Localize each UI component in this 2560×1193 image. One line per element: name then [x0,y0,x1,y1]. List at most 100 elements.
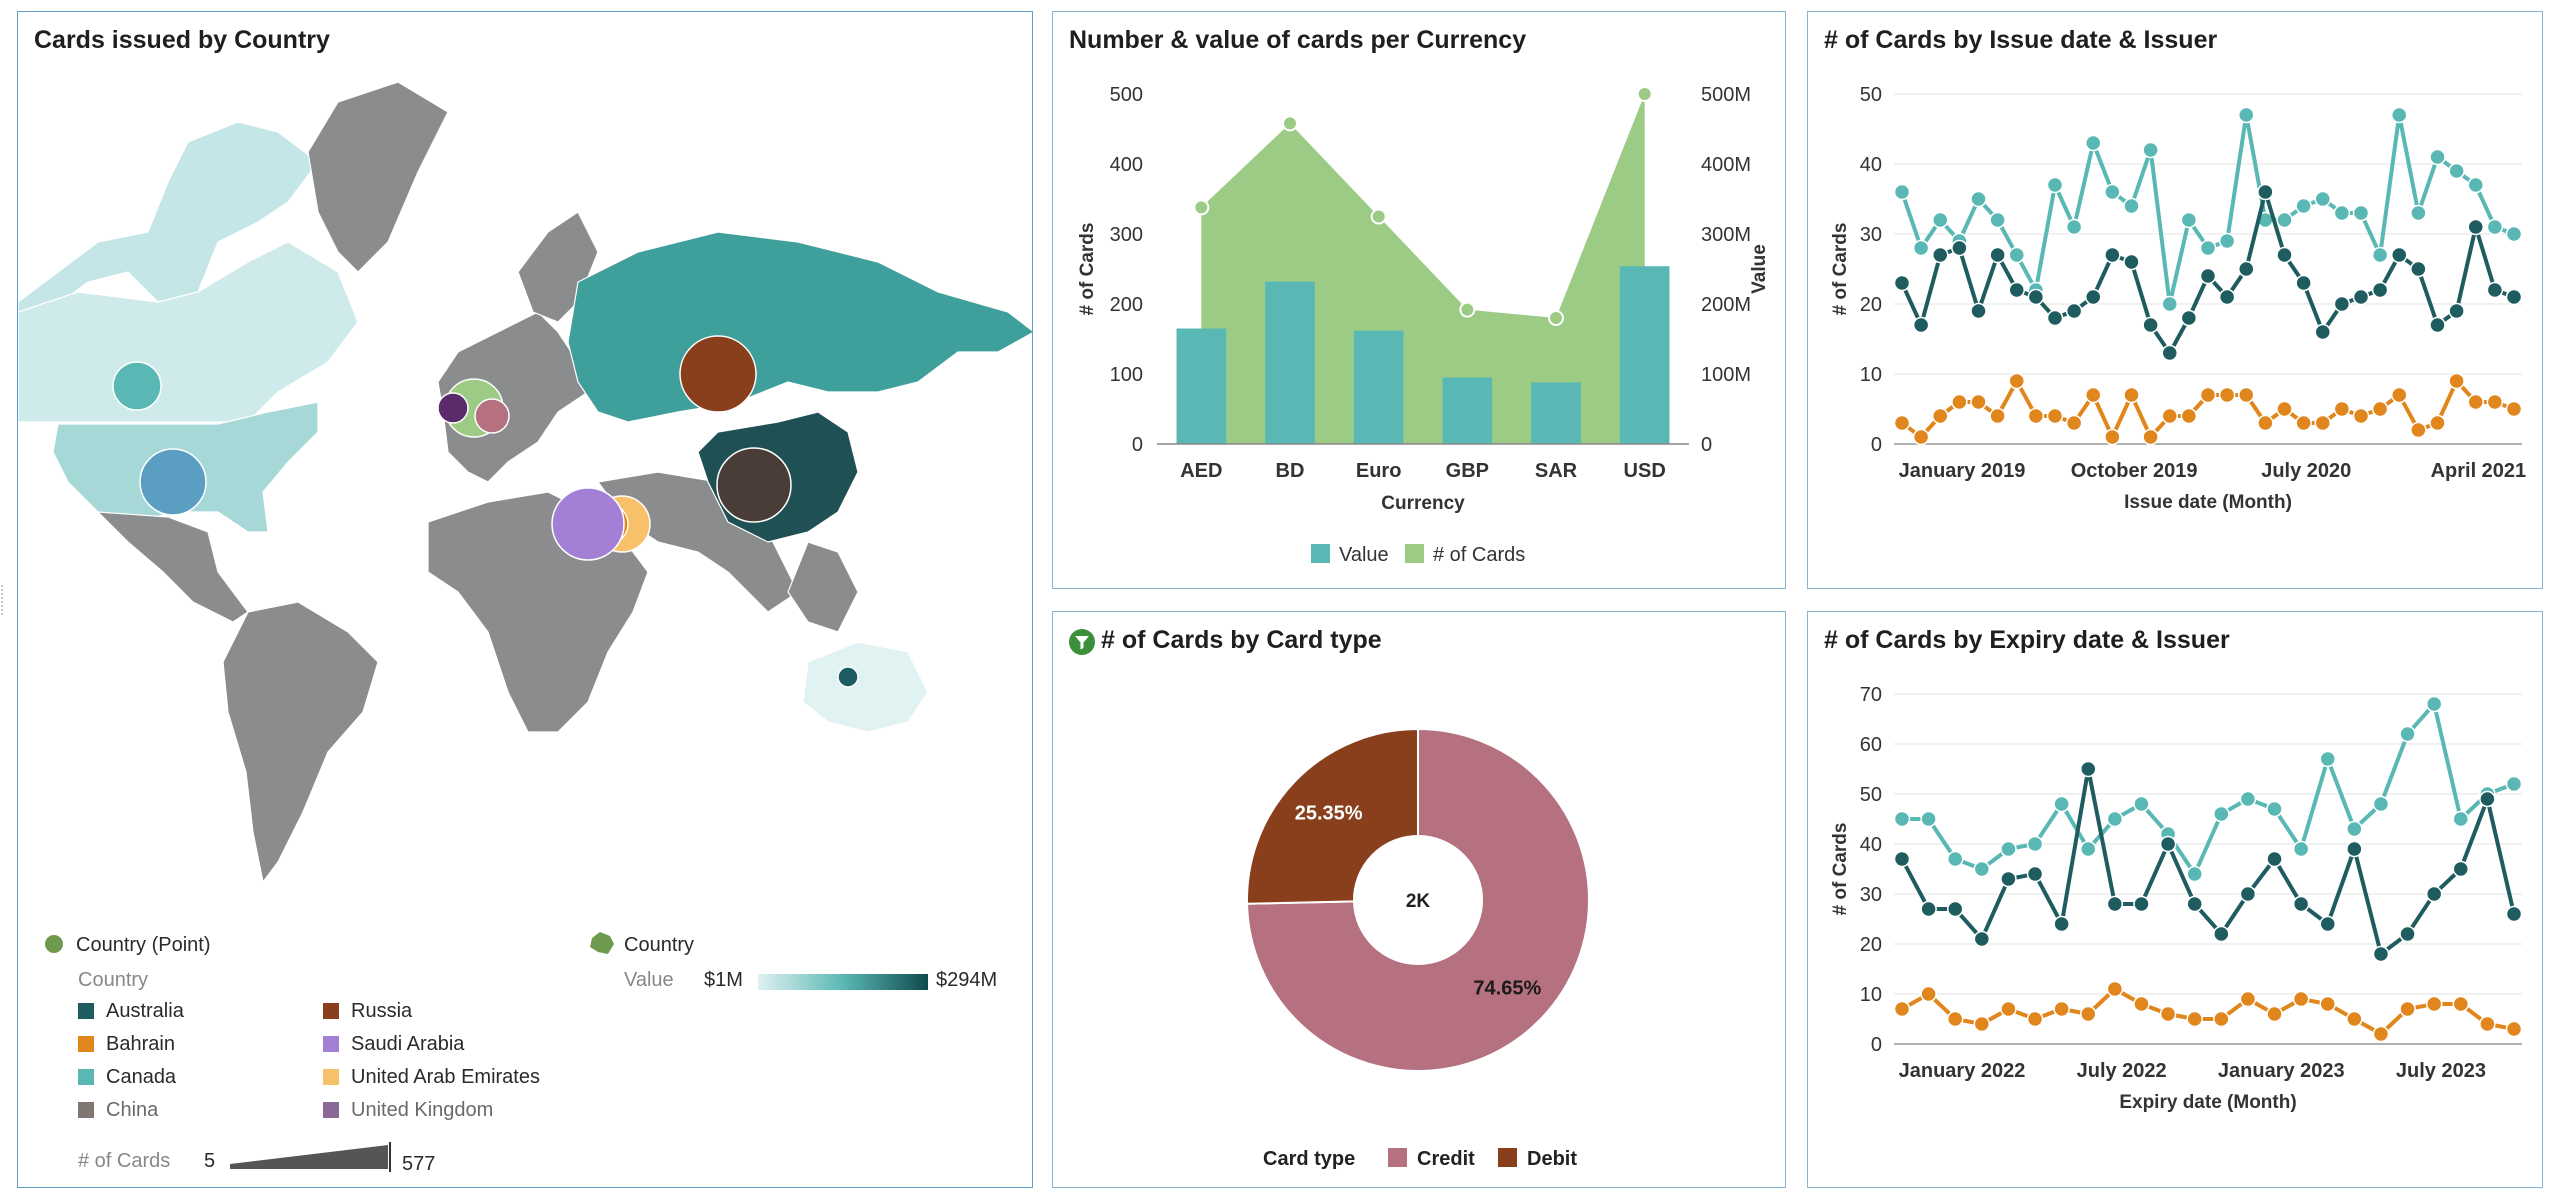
data-point[interactable] [2391,246,2408,264]
data-point[interactable] [2399,1000,2416,1018]
data-point[interactable] [2371,400,2389,418]
data-point[interactable] [2053,915,2070,933]
data-point[interactable] [2346,1010,2363,1028]
data-point[interactable] [2486,393,2504,411]
data-point[interactable] [1893,1000,1911,1018]
data-point[interactable] [2352,204,2370,222]
data-point[interactable] [2065,302,2083,320]
data-point[interactable] [2104,183,2121,201]
data-point[interactable] [1951,239,1968,257]
data-point[interactable] [2410,204,2427,222]
data-point[interactable] [2410,260,2427,278]
data-point[interactable] [2314,414,2331,432]
data-point[interactable] [2452,995,2470,1013]
data-point[interactable] [2352,407,2370,425]
data-point[interactable] [2292,990,2310,1008]
data-point[interactable] [2314,190,2331,208]
data-point[interactable] [2448,302,2465,320]
data-point[interactable] [2026,1010,2044,1028]
data-point[interactable] [2000,1000,2017,1018]
data-point[interactable] [1920,810,1937,828]
value-bar-usd[interactable] [1619,266,1670,444]
data-point[interactable] [2486,281,2504,299]
data-point[interactable] [2213,925,2230,943]
data-point[interactable] [2161,295,2178,313]
data-point[interactable] [2008,372,2025,390]
data-point[interactable] [2218,232,2236,250]
data-point[interactable] [1893,850,1911,868]
data-point[interactable] [2065,414,2083,432]
data-point[interactable] [2026,835,2044,853]
cards-point[interactable] [1370,208,1387,225]
data-point[interactable] [2346,840,2363,858]
data-point[interactable] [2295,197,2312,215]
data-point[interactable] [2295,414,2312,432]
data-point[interactable] [2133,795,2150,813]
data-point[interactable] [2399,725,2416,743]
data-point[interactable] [2372,945,2390,963]
data-point[interactable] [2000,840,2017,858]
data-point[interactable] [2505,775,2523,793]
data-point[interactable] [2123,197,2140,215]
cards-point[interactable] [1548,310,1564,326]
data-point[interactable] [2213,1010,2230,1028]
data-point[interactable] [2467,176,2484,194]
data-point[interactable] [1932,246,1949,264]
data-point[interactable] [2276,246,2293,264]
data-point[interactable] [1946,900,1964,918]
data-point[interactable] [2333,295,2351,313]
value-bar-euro[interactable] [1353,330,1404,444]
data-point[interactable] [2085,386,2102,404]
cards-point[interactable] [1636,86,1653,102]
data-point[interactable] [2199,267,2217,285]
data-point[interactable] [2239,790,2257,808]
data-point[interactable] [2008,246,2025,264]
data-point[interactable] [1946,850,1964,868]
data-point[interactable] [1920,900,1937,918]
data-point[interactable] [2213,805,2230,823]
data-point[interactable] [2065,218,2083,236]
data-point[interactable] [2239,990,2257,1008]
data-point[interactable] [2319,915,2336,933]
bubble-uk[interactable] [437,392,469,424]
data-point[interactable] [2080,840,2097,858]
data-point[interactable] [2429,316,2446,334]
data-point[interactable] [2000,870,2017,888]
data-point[interactable] [1989,246,2006,264]
bubble-australia[interactable] [837,666,859,688]
data-point[interactable] [2106,895,2124,913]
data-point[interactable] [1932,407,1949,425]
data-point[interactable] [1951,393,1968,411]
data-point[interactable] [1946,1010,1964,1028]
bubble-russia[interactable] [679,335,757,413]
data-point[interactable] [2123,253,2140,271]
data-point[interactable] [2266,1005,2283,1023]
data-point[interactable] [2080,760,2097,778]
data-point[interactable] [1912,316,1930,334]
data-point[interactable] [2486,218,2504,236]
data-point[interactable] [2186,895,2203,913]
data-point[interactable] [2180,211,2198,229]
cards-point[interactable] [1282,115,1298,132]
data-point[interactable] [2429,148,2446,166]
data-point[interactable] [2448,162,2465,180]
data-point[interactable] [2238,386,2255,404]
data-point[interactable] [2180,407,2198,425]
country-mexico[interactable] [96,511,249,623]
data-point[interactable] [1912,239,1930,257]
world-map[interactable]: Country (Point) Country Country Value $1M $29… [18,12,1033,1188]
bubble-usa[interactable] [139,448,207,516]
data-point[interactable] [2133,995,2150,1013]
data-point[interactable] [2346,820,2363,838]
data-point[interactable] [2218,386,2236,404]
data-point[interactable] [2133,895,2150,913]
data-point[interactable] [2106,810,2124,828]
data-point[interactable] [2505,225,2523,243]
country-se-asia[interactable] [787,541,859,633]
data-point[interactable] [2505,905,2523,923]
data-point[interactable] [2142,141,2159,159]
bubble-canada[interactable] [112,361,162,411]
data-point[interactable] [2053,1000,2070,1018]
country-australia[interactable] [802,641,929,733]
data-point[interactable] [2104,246,2121,264]
